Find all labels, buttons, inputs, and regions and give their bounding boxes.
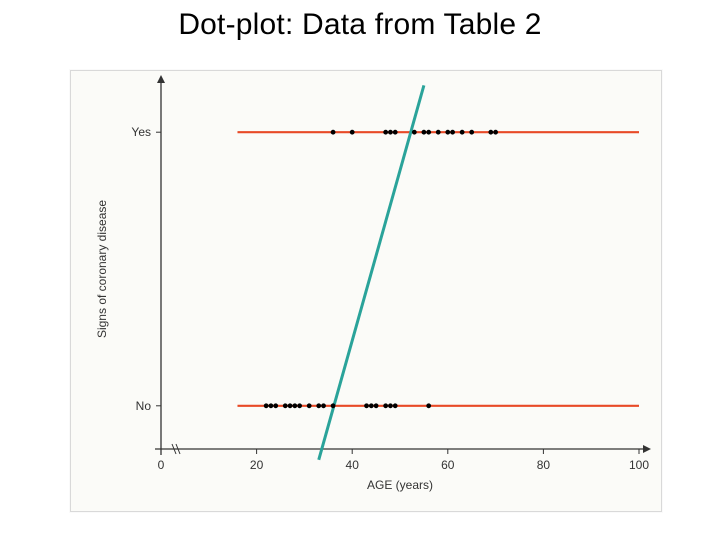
data-point xyxy=(364,403,369,408)
data-point xyxy=(388,403,393,408)
data-point xyxy=(283,403,288,408)
data-point xyxy=(374,403,379,408)
data-point xyxy=(493,130,498,135)
x-axis-label: AGE (years) xyxy=(367,478,433,492)
data-point xyxy=(426,130,431,135)
y-tick-label: No xyxy=(136,399,152,413)
data-point xyxy=(426,403,431,408)
data-point xyxy=(460,130,465,135)
data-point xyxy=(422,130,427,135)
data-point xyxy=(264,403,269,408)
data-point xyxy=(297,403,302,408)
chart-title: Dot-plot: Data from Table 2 xyxy=(0,8,720,42)
slide-root: Dot-plot: Data from Table 2 0 20 40 60 80 100… xyxy=(0,0,720,540)
x-tick-label: 40 xyxy=(346,458,360,472)
chart-container: 0 20 40 60 80 100 AGE (years) No Yes Signs of cor… xyxy=(70,70,662,512)
data-point xyxy=(488,130,493,135)
data-point xyxy=(331,130,336,135)
x-tick-label: 0 xyxy=(158,458,165,472)
data-point xyxy=(436,130,441,135)
dotplot-chart: 0 20 40 60 80 100 AGE (years) No Yes Signs of cor… xyxy=(71,71,661,511)
x-tick-label: 20 xyxy=(250,458,264,472)
data-point xyxy=(321,403,326,408)
data-point xyxy=(450,130,455,135)
data-point xyxy=(331,403,336,408)
y-axis-label: Signs of coronary disease xyxy=(95,200,109,338)
x-tick-label: 60 xyxy=(441,458,455,472)
y-tick-label: Yes xyxy=(131,125,151,139)
data-point xyxy=(292,403,297,408)
data-point xyxy=(350,130,355,135)
x-tick-label: 100 xyxy=(629,458,649,472)
data-point xyxy=(445,130,450,135)
data-point xyxy=(388,130,393,135)
data-point xyxy=(307,403,312,408)
data-point xyxy=(383,403,388,408)
data-point xyxy=(369,403,374,408)
data-point xyxy=(469,130,474,135)
data-point xyxy=(316,403,321,408)
data-point xyxy=(273,403,278,408)
data-point xyxy=(412,130,417,135)
data-point xyxy=(288,403,293,408)
data-point xyxy=(393,403,398,408)
data-point xyxy=(393,130,398,135)
data-point xyxy=(269,403,274,408)
data-point xyxy=(383,130,388,135)
x-tick-label: 80 xyxy=(537,458,551,472)
